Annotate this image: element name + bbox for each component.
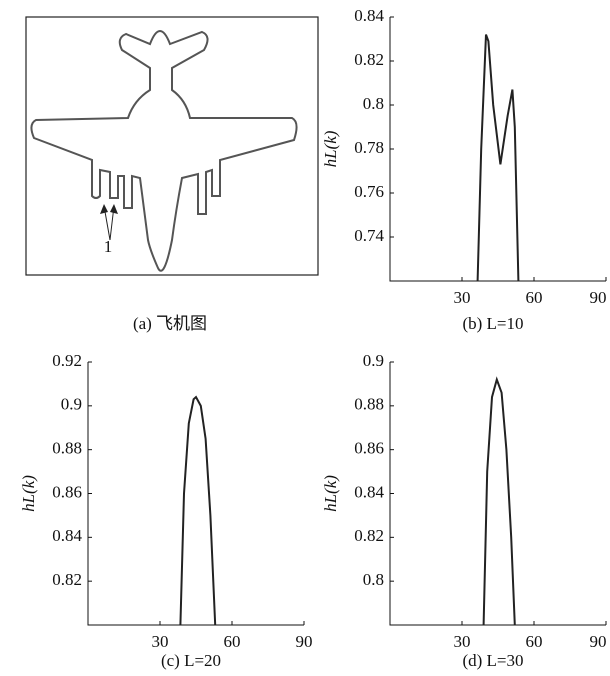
data-line [179,395,217,625]
y-tick-label: 0.84 [354,6,384,25]
y-tick-label: 0.8 [363,570,384,589]
arrow-head [100,204,118,214]
y-tick-label: 0.82 [354,526,384,545]
y-tick-label: 0.86 [354,439,384,458]
y-tick-label: 0.74 [354,226,384,245]
y-axis-label: hL(k) [19,475,38,512]
panel-caption: (d) L=30 [462,651,523,670]
panel-caption: (a) 飞机图 [133,314,207,333]
y-tick-label: 0.9 [363,351,384,370]
panel-caption: (b) L=10 [462,314,523,333]
x-tick-label: 30 [152,632,169,651]
x-tick-label: 60 [526,288,543,307]
x-tick-label: 60 [526,632,543,651]
image-frame [25,16,319,276]
x-tick-label: 90 [590,632,607,651]
y-axis-label: hL(k) [321,130,340,167]
axis-line [87,362,304,626]
data-line [476,34,520,281]
x-tick-label: 90 [590,288,607,307]
y-tick-label: 0.92 [52,351,82,370]
y-tick-label: 0.84 [354,482,384,501]
y-tick-label: 0.86 [52,482,82,501]
y-tick-label: 0.88 [354,395,384,414]
y-tick-label: 0.76 [354,182,384,201]
airplane-outline [30,30,298,272]
annotation-label: 1 [104,237,113,256]
y-tick-label: 0.82 [354,50,384,69]
panel-caption: (c) L=20 [161,651,221,670]
y-tick-label: 0.82 [52,570,82,589]
x-tick-label: 90 [296,632,313,651]
x-tick-label: 30 [454,632,471,651]
airplane-panel: 1 (a) 飞机图 [25,16,319,333]
x-tick-label: 60 [224,632,241,651]
y-tick-label: 0.8 [363,94,384,113]
y-tick-label: 0.88 [52,439,82,458]
y-tick-label: 0.78 [354,138,384,157]
y-axis-label: hL(k) [321,475,340,512]
x-tick-label: 30 [454,288,471,307]
data-line [482,376,516,625]
axis-line [389,362,606,626]
y-tick-label: 0.84 [52,526,82,545]
y-tick-label: 0.9 [61,395,82,414]
